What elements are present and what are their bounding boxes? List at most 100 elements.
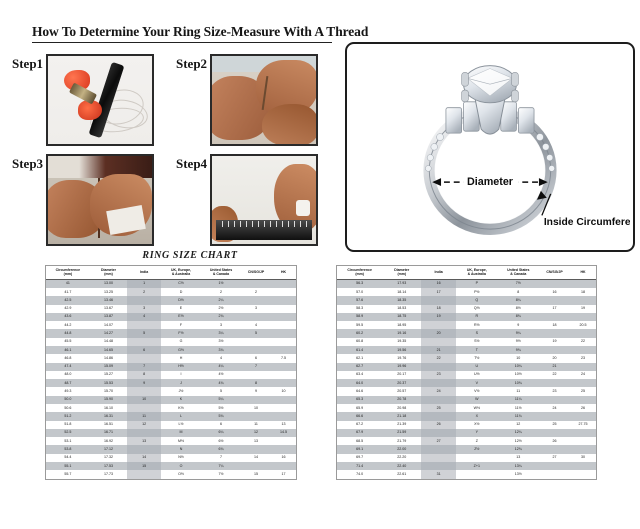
cell-diameter: 19.16 — [382, 329, 422, 338]
cell-us: 12½ — [497, 437, 539, 446]
cell-hk — [271, 304, 296, 313]
ring-diagram-panel: Diameter Inside Circumference — [345, 42, 635, 252]
cell-hk — [570, 379, 596, 388]
cell-cnsgjp — [538, 412, 571, 421]
cell-india: 4 — [127, 312, 161, 322]
cell-india: 15 — [127, 461, 161, 471]
cell-uk: D — [161, 288, 201, 297]
cell-us: 8½ — [497, 304, 539, 313]
cell-cnsgjp: 13 — [241, 437, 271, 446]
cell-cnsgjp — [538, 329, 571, 338]
cell-uk: P — [456, 279, 498, 289]
cell-uk: F — [161, 321, 201, 330]
cell-hk — [570, 437, 596, 446]
cell-us: 7¼ — [201, 461, 241, 471]
cell-cnsgjp — [241, 279, 271, 289]
cell-us: 10¼ — [497, 362, 539, 371]
cell-cnsgjp: 10 — [241, 403, 271, 413]
cell-india: 7 — [127, 362, 161, 371]
cell-uk: S½ — [456, 337, 498, 346]
cell-circumference: 54.4 — [46, 453, 90, 462]
cell-uk: N — [161, 445, 201, 454]
cell-circumference: 66.6 — [337, 412, 383, 421]
cell-india: 11 — [127, 412, 161, 421]
cell-india — [127, 428, 161, 438]
table-row: 67.2 21.39 26 X½ 12 25 27.75 — [337, 420, 596, 429]
cell-diameter: 14.86 — [89, 354, 128, 363]
cell-circumference: 69.1 — [337, 445, 383, 454]
cell-uk: L½ — [161, 420, 201, 429]
cell-diameter: 13.00 — [89, 279, 128, 289]
cell-uk: S — [456, 329, 498, 338]
cell-diameter: 21.79 — [382, 437, 422, 446]
cell-diameter: 17.32 — [89, 453, 128, 462]
ring-size-table-right: Circumference (mm) Diameter (mm) India UK,… — [336, 265, 597, 480]
table-row: 64.0 20.37 V 10¾ — [337, 379, 596, 388]
cell-india: 12 — [127, 420, 161, 429]
cell-us: 4¾ — [201, 379, 241, 388]
col-header-hk: HK — [271, 266, 296, 280]
cell-hk: 30 — [570, 453, 596, 462]
table-row: 69.1 22.00 Z½ 12¾ — [337, 445, 596, 454]
cell-diameter: 19.76 — [382, 354, 422, 363]
cell-hk — [570, 329, 596, 338]
cell-uk: G½ — [161, 346, 201, 355]
cell-diameter: 15.53 — [89, 379, 128, 388]
cell-cnsgjp: 21 — [538, 362, 571, 371]
col-header-cnsgjp: CN/SG/JP — [538, 266, 571, 280]
cell-india — [421, 379, 457, 388]
col-header-india: India — [421, 266, 457, 280]
table-row: 57.6 18.35 Q 8¼ — [337, 296, 596, 305]
cell-circumference: 68.5 — [337, 437, 383, 446]
cell-india — [127, 354, 161, 363]
cell-circumference: 44.8 — [46, 329, 90, 338]
col-header-circumference: Circumference (mm) — [46, 266, 90, 280]
cell-circumference: 60.2 — [337, 329, 383, 338]
cell-cnsgjp — [538, 470, 571, 479]
table-row: 61.4 19.56 21 T 9¾ — [337, 346, 596, 355]
cell-us: 2 — [201, 288, 241, 297]
cell-uk: L — [161, 412, 201, 421]
cell-hk — [570, 461, 596, 471]
table-header-row: Circumference (mm) Diameter (mm) India UK,… — [46, 266, 296, 280]
cell-us: 11¾ — [497, 412, 539, 421]
cell-diameter: 22.00 — [382, 445, 422, 454]
cell-india — [421, 445, 457, 454]
cell-circumference: 57.0 — [337, 288, 383, 297]
cell-diameter: 19.96 — [382, 362, 422, 371]
cell-us: 4¼ — [201, 362, 241, 371]
cell-india: 5 — [127, 329, 161, 338]
cell-circumference: 48.7 — [46, 379, 90, 388]
cell-india — [127, 387, 161, 396]
cell-circumference: 46.8 — [46, 354, 90, 363]
cell-hk: 18 — [570, 288, 596, 297]
cell-uk: V½ — [456, 387, 498, 396]
cell-circumference: 58.9 — [337, 312, 383, 322]
cell-circumference: 64.6 — [337, 387, 383, 396]
cell-india — [421, 395, 457, 404]
cell-india: 31 — [421, 470, 457, 479]
cell-cnsgjp: 11 — [241, 420, 271, 429]
cell-diameter: 22.61 — [382, 470, 422, 479]
cell-circumference: 62.1 — [337, 354, 383, 363]
cell-us: 10½ — [497, 370, 539, 380]
cell-india — [421, 337, 457, 346]
cell-india: 22 — [421, 354, 457, 363]
table-row: 57.0 18.14 17 P½ 8 16 18 — [337, 288, 596, 297]
cell-circumference: 41.7 — [46, 288, 90, 297]
cell-cnsgjp: 4 — [241, 321, 271, 330]
cell-circumference: 51.8 — [46, 420, 90, 429]
step-2-label: Step2 — [176, 56, 208, 71]
cell-uk: K½ — [161, 403, 201, 413]
cell-hk: 7.5 — [271, 354, 296, 363]
cell-us: 12¼ — [497, 428, 539, 438]
cell-diameter: 15.70 — [89, 387, 128, 396]
table-row: 53.8 17.12 N 6¾ — [46, 445, 296, 454]
cell-india: 16 — [421, 279, 457, 289]
cell-cnsgjp: 17 — [538, 304, 571, 313]
cell-india: 10 — [127, 395, 161, 404]
cell-diameter: 13.25 — [89, 288, 128, 297]
cell-india — [421, 453, 457, 462]
page-title: How To Determine Your Ring Size-Measure … — [32, 24, 368, 43]
cell-diameter: 20.57 — [382, 387, 422, 396]
